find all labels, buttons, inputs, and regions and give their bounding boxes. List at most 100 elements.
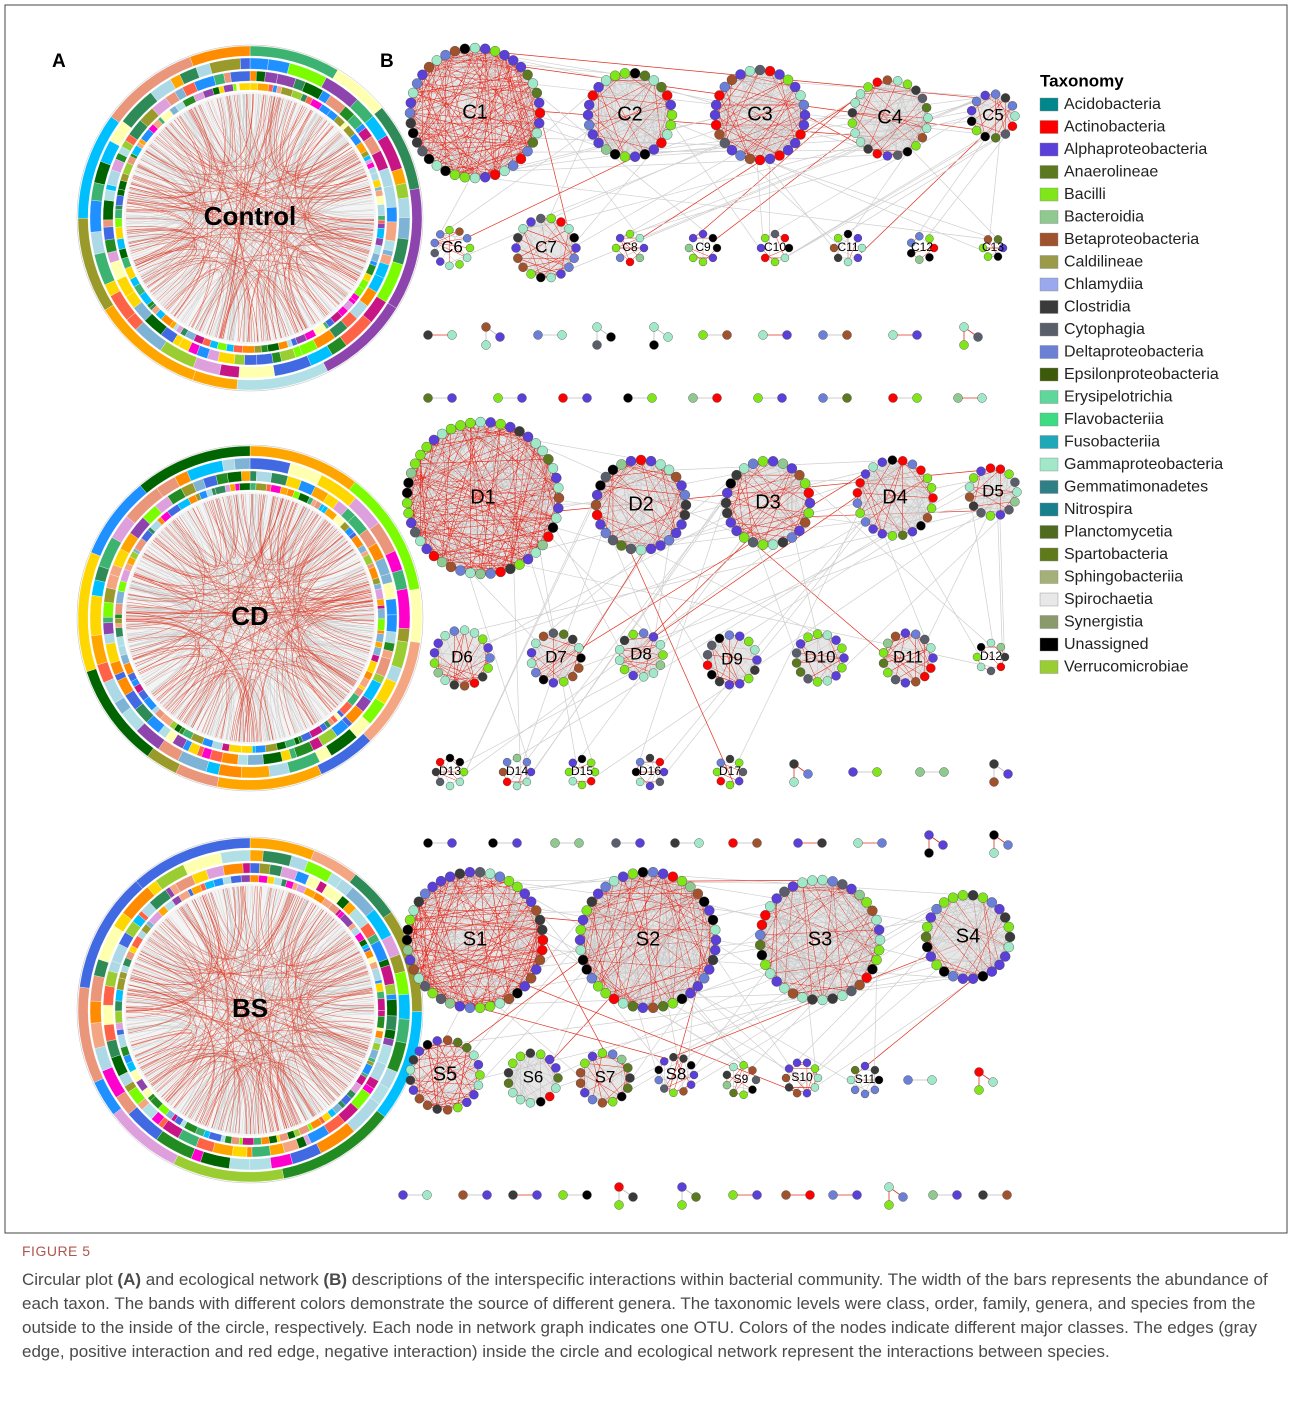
chord	[126, 603, 265, 742]
chord	[126, 621, 258, 742]
chord	[190, 108, 337, 308]
ring-segment	[264, 71, 279, 84]
chord	[258, 494, 344, 700]
edge	[451, 173, 989, 240]
chord	[304, 645, 364, 682]
edge	[765, 113, 972, 238]
chord	[137, 903, 210, 976]
chord	[167, 1021, 374, 1103]
edge	[538, 470, 869, 551]
chord	[191, 886, 243, 952]
chord	[199, 104, 348, 295]
chord	[144, 1040, 361, 1076]
ring-segment	[249, 57, 269, 71]
chord	[138, 563, 367, 595]
chord	[132, 918, 202, 984]
chord	[158, 534, 350, 693]
chord	[307, 175, 367, 263]
chord	[129, 979, 252, 1135]
chord	[201, 103, 374, 234]
ring-segment	[104, 238, 118, 254]
chord	[207, 677, 259, 742]
chord	[130, 893, 294, 985]
chord	[303, 152, 360, 277]
chord	[132, 1036, 348, 1087]
edge	[741, 535, 900, 638]
chord	[181, 245, 369, 322]
chord	[131, 93, 248, 257]
chord	[234, 1013, 374, 1134]
chord	[129, 639, 200, 708]
chord	[130, 183, 344, 301]
chord	[131, 974, 215, 1124]
chord	[184, 521, 329, 724]
chord	[243, 506, 305, 742]
chord	[130, 183, 307, 329]
chord	[185, 553, 357, 725]
chord	[173, 909, 213, 1108]
chord	[303, 139, 375, 217]
chord	[260, 494, 307, 560]
chord	[184, 899, 308, 1116]
chord	[158, 133, 208, 314]
chord	[135, 962, 369, 1049]
chord	[130, 591, 372, 651]
chord	[238, 500, 289, 742]
chord	[126, 222, 371, 249]
chord	[276, 519, 326, 736]
edge	[729, 148, 992, 239]
chord	[129, 186, 357, 283]
chord	[202, 895, 230, 1128]
chord	[283, 502, 372, 643]
chord	[247, 161, 361, 343]
chord	[131, 1031, 194, 1070]
chord	[140, 947, 196, 980]
chord	[166, 260, 347, 310]
chord	[295, 910, 373, 1032]
chord	[219, 497, 275, 740]
chord	[126, 506, 306, 626]
chord	[298, 1037, 368, 1102]
chord	[187, 510, 355, 685]
chord	[196, 226, 374, 331]
chord	[147, 114, 319, 289]
panel-label: B	[380, 51, 394, 72]
chord	[128, 514, 319, 600]
chord	[174, 951, 360, 1109]
ring-segment	[229, 70, 251, 83]
ring-segment	[376, 195, 385, 206]
chord	[194, 106, 309, 163]
chord	[169, 667, 214, 724]
chord	[256, 886, 296, 1126]
chord	[294, 516, 370, 593]
chord	[299, 254, 355, 296]
chord	[160, 115, 211, 304]
ring-segment	[89, 199, 103, 233]
chord	[133, 512, 316, 660]
chord	[190, 108, 250, 343]
chord	[176, 910, 324, 1111]
chord	[295, 912, 361, 1067]
chord	[219, 1000, 374, 1131]
chord	[257, 94, 370, 253]
chord	[268, 897, 303, 1131]
ring-segment	[376, 227, 385, 239]
chord	[135, 521, 205, 667]
chord	[173, 271, 228, 338]
ring-segment	[279, 348, 296, 362]
ring-segment	[276, 73, 297, 89]
chord	[167, 897, 219, 1104]
chord	[177, 117, 348, 175]
chord	[228, 904, 317, 1133]
edge	[479, 948, 1009, 1080]
ring-segment	[249, 70, 257, 82]
chord	[140, 533, 201, 584]
chord	[215, 603, 374, 738]
chord	[287, 509, 352, 690]
chord	[154, 538, 370, 654]
chord	[178, 908, 361, 974]
chord	[201, 496, 275, 733]
chord	[183, 113, 235, 341]
chord	[131, 1032, 195, 1076]
chord	[159, 648, 365, 704]
